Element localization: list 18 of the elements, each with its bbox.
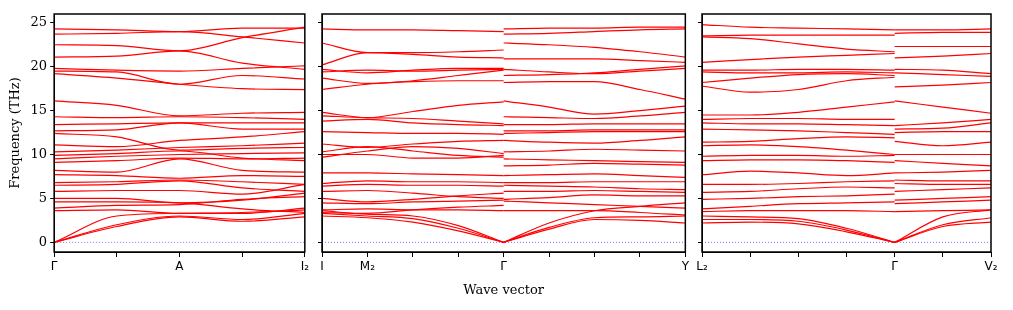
- y-tick-label: 0: [38, 233, 48, 249]
- x-axis-title: Wave vector: [463, 281, 545, 297]
- x-tick-label: I₂: [300, 259, 310, 274]
- x-tick-label: Γ: [50, 259, 58, 274]
- y-tick-label: 20: [30, 58, 48, 74]
- x-tick-label: M₂: [359, 259, 376, 274]
- x-tick-label: A: [175, 259, 185, 274]
- x-tick-label: Y: [680, 259, 690, 274]
- x-tick-label: Γ: [891, 259, 899, 274]
- y-tick-label: 10: [30, 145, 48, 161]
- y-tick-label: 5: [38, 189, 48, 205]
- x-tick-label: I: [320, 259, 324, 274]
- y-axis-title: Frequency (THz): [7, 77, 23, 189]
- x-tick-label: L₂: [696, 259, 708, 274]
- y-tick-label: 25: [30, 14, 48, 30]
- x-tick-label: Γ: [500, 259, 508, 274]
- y-tick-label: 15: [30, 101, 48, 117]
- x-tick-label: V₂: [984, 259, 998, 274]
